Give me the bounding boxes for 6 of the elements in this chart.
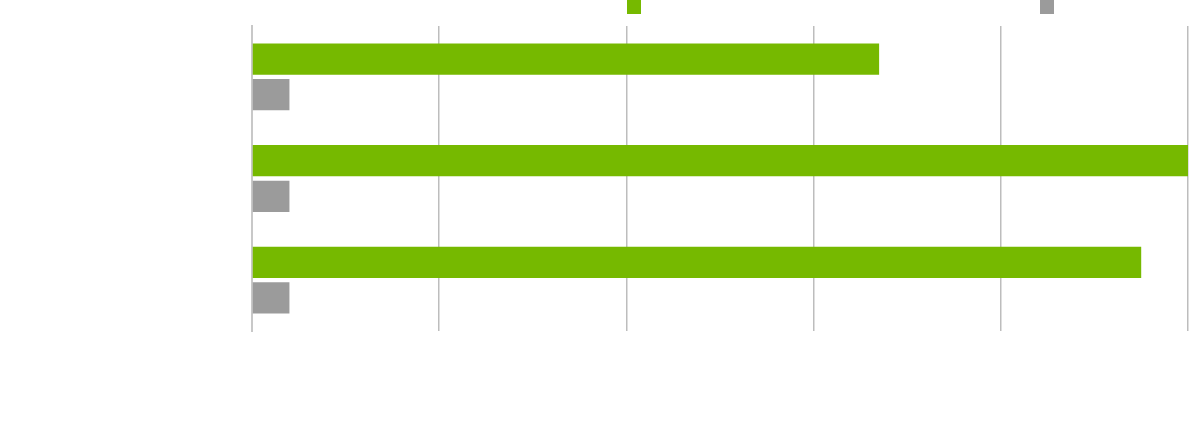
bar [252,180,290,212]
bar [252,145,1188,177]
bar [252,282,290,314]
bar [252,246,1142,279]
bar [252,78,290,111]
bar [252,43,880,75]
